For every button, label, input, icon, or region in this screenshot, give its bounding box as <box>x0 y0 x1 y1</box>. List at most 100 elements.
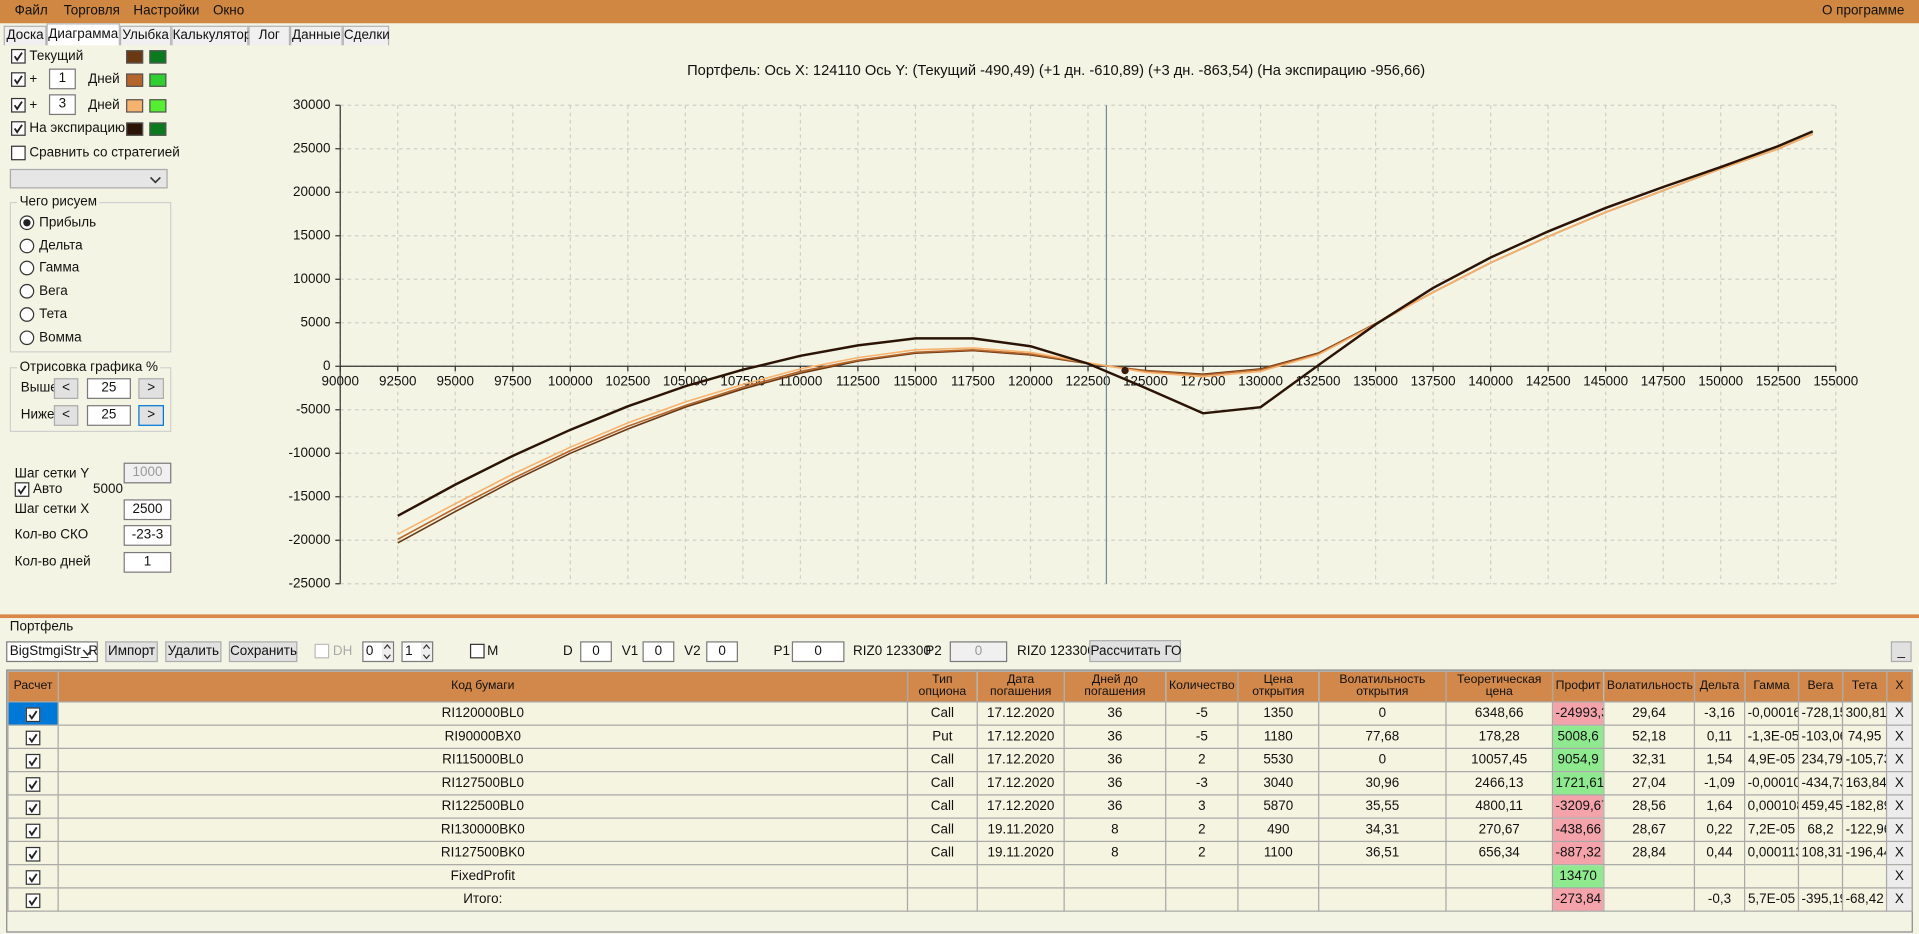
radio[interactable] <box>19 307 35 322</box>
tab[interactable]: Калькулятор <box>171 25 251 46</box>
radio[interactable] <box>19 283 35 299</box>
checkbox[interactable] <box>11 48 26 64</box>
calc-cell[interactable] <box>7 724 59 749</box>
checkbox[interactable] <box>25 823 41 838</box>
table-row[interactable]: RI115000BL0 Call 17.12.2020 36 2 5530 0 10057,4… <box>7 747 1913 773</box>
radio[interactable] <box>19 260 35 276</box>
column-header[interactable]: Дата погашения <box>976 670 1065 703</box>
text-field[interactable]: 0 <box>949 641 1008 663</box>
tab[interactable]: Лог <box>248 25 291 46</box>
column-header[interactable]: Тета <box>1841 670 1888 703</box>
table-row[interactable]: RI127500BL0 Call 17.12.2020 36 -3 3040 30,96 24… <box>7 771 1913 796</box>
checkbox[interactable] <box>25 869 41 885</box>
column-header[interactable]: Код бумаги <box>57 670 909 703</box>
column-header[interactable]: Профит <box>1551 670 1605 703</box>
checkbox[interactable] <box>25 892 41 908</box>
column-header[interactable]: Тип опциона <box>906 670 978 703</box>
dropdown[interactable] <box>9 168 168 189</box>
column-header[interactable]: Расчет <box>7 670 59 703</box>
text-field[interactable]: 0 <box>642 641 675 663</box>
checkbox[interactable] <box>11 97 26 113</box>
column-header[interactable]: X <box>1885 670 1913 703</box>
column-header[interactable]: Гамма <box>1743 670 1800 703</box>
text-field[interactable]: 1000 <box>123 462 172 484</box>
delete-cell[interactable]: X <box>1885 701 1913 726</box>
text-field[interactable]: 25 <box>86 405 131 426</box>
column-header[interactable]: Теоретическая цена <box>1445 670 1554 703</box>
delete-cell[interactable]: X <box>1885 724 1913 749</box>
calc-cell[interactable] <box>7 864 59 889</box>
color-swatch[interactable] <box>126 50 144 64</box>
table-row[interactable]: RI127500BK0 Call 19.11.2020 8 2 1100 36,51 656,… <box>7 840 1913 866</box>
button[interactable]: Рассчитать ГО <box>1089 640 1181 663</box>
color-swatch[interactable] <box>126 122 144 136</box>
column-header[interactable]: Цена открытия <box>1237 670 1320 703</box>
table-row[interactable]: RI90000BX0 Put 17.12.2020 36 -5 1180 77,68 178,… <box>7 724 1913 749</box>
delete-cell[interactable]: X <box>1885 794 1913 819</box>
delete-cell[interactable]: X <box>1885 864 1913 889</box>
calc-cell[interactable] <box>7 840 59 866</box>
button[interactable]: Импорт <box>105 641 158 663</box>
button[interactable]: > <box>138 405 164 426</box>
text-field[interactable]: 2500 <box>123 499 172 521</box>
checkbox[interactable] <box>469 643 485 659</box>
table-row[interactable]: Итого: -273,84 -0,35,7E-05-395,19-68,42X <box>7 887 1913 912</box>
column-header[interactable]: Дней до погашения <box>1063 670 1167 703</box>
delete-cell[interactable]: X <box>1885 747 1913 773</box>
calc-cell[interactable] <box>7 771 59 796</box>
checkbox[interactable] <box>11 145 26 161</box>
color-swatch[interactable] <box>149 122 167 136</box>
calc-cell[interactable] <box>7 747 59 773</box>
menu-item[interactable]: Файл <box>14 3 48 19</box>
text-field[interactable]: 1 <box>48 68 76 90</box>
checkbox[interactable] <box>11 121 26 136</box>
delete-cell[interactable]: X <box>1885 771 1913 796</box>
radio[interactable] <box>19 238 35 254</box>
tab[interactable]: Сделки <box>342 25 390 46</box>
button[interactable]: Удалить <box>165 641 222 663</box>
calc-cell[interactable] <box>7 701 59 726</box>
column-header[interactable]: Дельта <box>1693 670 1746 703</box>
delete-cell[interactable]: X <box>1885 840 1913 866</box>
text-field[interactable]: 0 <box>706 641 738 663</box>
calc-cell[interactable] <box>7 794 59 819</box>
color-swatch[interactable] <box>126 99 144 113</box>
radio[interactable] <box>19 330 35 346</box>
checkbox[interactable] <box>25 776 41 792</box>
button[interactable]: _ <box>1890 641 1912 663</box>
column-header[interactable]: Волатильность <box>1603 670 1696 703</box>
menu-item[interactable]: Настройки <box>133 3 200 19</box>
spin-box[interactable]: 0 <box>362 641 395 663</box>
button[interactable]: < <box>53 378 79 399</box>
text-field[interactable]: 0 <box>580 641 612 663</box>
checkbox[interactable] <box>314 643 330 659</box>
checkbox[interactable] <box>14 482 30 497</box>
column-header[interactable]: Волатильность открытия <box>1318 670 1447 703</box>
text-field[interactable]: -23-3 <box>123 525 172 546</box>
color-swatch[interactable] <box>149 73 167 87</box>
button[interactable]: > <box>138 378 164 399</box>
delete-cell[interactable]: X <box>1885 817 1913 843</box>
text-field[interactable]: 0 <box>791 641 845 663</box>
text-field[interactable]: 25 <box>86 378 131 399</box>
tab[interactable]: Улыбка <box>119 25 172 46</box>
calc-cell[interactable] <box>7 887 59 912</box>
menu-item[interactable]: О программе <box>1821 3 1905 19</box>
color-swatch[interactable] <box>149 50 167 64</box>
text-field[interactable]: 1 <box>123 551 172 573</box>
calc-cell[interactable] <box>7 817 59 843</box>
color-swatch[interactable] <box>149 99 167 113</box>
checkbox[interactable] <box>25 706 41 722</box>
checkbox[interactable] <box>25 799 41 815</box>
table-row[interactable]: RI122500BL0 Call 17.12.2020 36 3 5870 35,55 480… <box>7 794 1913 819</box>
text-field[interactable]: 3 <box>48 94 76 116</box>
tab[interactable]: Данные <box>290 25 343 46</box>
table-row[interactable]: RI120000BL0 Call 17.12.2020 36 -5 1350 0 6348,6… <box>7 701 1913 726</box>
menu-item[interactable]: Торговля <box>63 3 120 19</box>
checkbox[interactable] <box>25 730 41 745</box>
checkbox[interactable] <box>11 72 26 87</box>
checkbox[interactable] <box>25 846 41 861</box>
button[interactable]: Сохранить <box>228 641 298 663</box>
button[interactable]: < <box>53 405 79 426</box>
checkbox[interactable] <box>25 753 41 768</box>
